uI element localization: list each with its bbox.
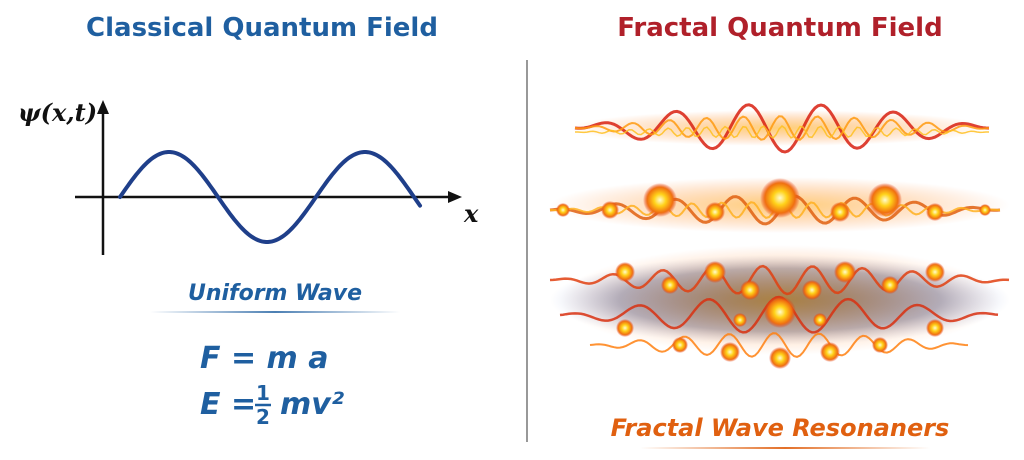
particle bbox=[760, 178, 800, 218]
right-title: Fractal Quantum Field bbox=[617, 13, 942, 43]
particle bbox=[830, 202, 850, 222]
caption-underline bbox=[640, 447, 930, 449]
particle bbox=[704, 261, 726, 283]
particle bbox=[764, 296, 796, 328]
fractal-illustration bbox=[549, 103, 1010, 369]
particle bbox=[925, 262, 945, 282]
particle bbox=[802, 280, 822, 300]
particle bbox=[740, 280, 760, 300]
particle bbox=[820, 342, 840, 362]
particle bbox=[834, 261, 856, 283]
particle bbox=[769, 347, 791, 369]
particle bbox=[868, 183, 902, 217]
caption-underline bbox=[150, 311, 400, 313]
fractal-wave bbox=[574, 115, 990, 141]
particle bbox=[661, 276, 679, 294]
particle bbox=[720, 342, 740, 362]
sine-wave bbox=[118, 150, 422, 244]
particle bbox=[643, 183, 677, 217]
fractal-wave bbox=[575, 124, 989, 140]
particle bbox=[601, 201, 619, 219]
right-caption: Fractal Wave Resonaners bbox=[611, 414, 950, 442]
particle bbox=[733, 313, 747, 327]
equation-rhs: mv² bbox=[280, 387, 344, 422]
y-arrow bbox=[97, 100, 109, 114]
particle bbox=[556, 203, 570, 217]
particle bbox=[926, 203, 944, 221]
fraction-denominator: 2 bbox=[256, 405, 270, 429]
x-axis-label: x bbox=[463, 199, 479, 228]
fractal-wave bbox=[589, 332, 969, 358]
left-title: Classical Quantum Field bbox=[86, 13, 438, 43]
particle bbox=[616, 319, 634, 337]
particle bbox=[672, 337, 688, 353]
particle bbox=[979, 204, 991, 216]
particle bbox=[615, 262, 635, 282]
particle bbox=[926, 319, 944, 337]
particle bbox=[813, 313, 827, 327]
equation: F = m a bbox=[200, 341, 328, 376]
fractal-wave bbox=[574, 103, 990, 154]
x-arrow bbox=[448, 191, 462, 203]
particle bbox=[705, 202, 725, 222]
fraction-numerator: 1 bbox=[256, 381, 270, 405]
y-axis-label: ψ(x,t) bbox=[18, 98, 97, 127]
particle bbox=[881, 276, 899, 294]
left-caption: Uniform Wave bbox=[188, 281, 362, 306]
equation-lhs: E = bbox=[200, 387, 256, 422]
particle bbox=[872, 337, 888, 353]
